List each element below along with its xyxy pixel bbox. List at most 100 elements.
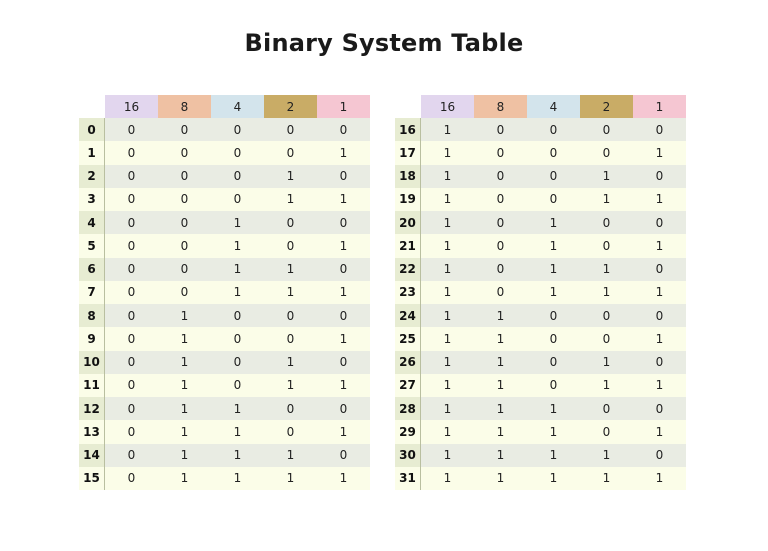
bit-cell: 1 [474,304,527,328]
bit-cell: 0 [317,118,370,142]
bit-cell: 1 [421,466,474,490]
row-label: 22 [395,257,421,281]
bit-cell: 1 [158,373,211,397]
bit-cell: 0 [317,443,370,467]
bit-cell: 0 [264,211,317,235]
bit-cell: 1 [633,280,686,304]
row-label: 14 [79,443,105,467]
bit-cell: 0 [264,141,317,165]
bit-cell: 1 [211,280,264,304]
bit-cell: 1 [211,234,264,258]
bit-cell: 1 [527,280,580,304]
bit-cell: 1 [633,420,686,444]
row-label: 9 [79,327,105,351]
bit-cell: 0 [527,350,580,374]
bit-cell: 1 [158,443,211,467]
row-label: 0 [79,118,105,142]
bit-cell: 1 [264,443,317,467]
page-title: Binary System Table [244,29,524,57]
row-label: 31 [395,466,421,490]
bit-cell: 1 [264,164,317,188]
bit-cell: 0 [105,466,158,490]
bit-cell: 0 [633,350,686,374]
bit-cell: 1 [211,466,264,490]
column-header: 8 [474,95,527,118]
row-label: 15 [79,466,105,490]
bit-cell: 1 [211,443,264,467]
bit-cell: 0 [633,211,686,235]
bit-cell: 1 [580,187,633,211]
bit-cell: 1 [421,234,474,258]
bit-cell: 0 [527,118,580,142]
bit-cell: 0 [158,234,211,258]
bit-cell: 0 [105,234,158,258]
bit-cell: 1 [317,141,370,165]
bit-cell: 1 [421,373,474,397]
bit-cell: 0 [158,280,211,304]
bit-cell: 1 [211,257,264,281]
bit-cell: 1 [474,397,527,421]
bit-cell: 1 [317,327,370,351]
bit-cell: 1 [421,257,474,281]
bit-cell: 1 [474,420,527,444]
bit-cell: 0 [474,280,527,304]
bit-cell: 0 [264,327,317,351]
table-corner [79,95,105,118]
bit-cell: 1 [580,443,633,467]
row-label: 23 [395,280,421,304]
bit-cell: 1 [580,164,633,188]
bit-cell: 0 [580,141,633,165]
bit-cell: 0 [158,187,211,211]
bit-cell: 1 [633,466,686,490]
bit-cell: 1 [317,234,370,258]
bit-cell: 1 [317,466,370,490]
bit-cell: 0 [264,118,317,142]
row-label: 1 [79,141,105,165]
bit-cell: 1 [264,257,317,281]
bit-cell: 1 [580,466,633,490]
row-label: 4 [79,211,105,235]
table-corner [395,95,421,118]
bit-cell: 0 [105,350,158,374]
bit-cell: 0 [633,304,686,328]
bit-cell: 0 [211,187,264,211]
bit-cell: 1 [474,443,527,467]
bit-cell: 0 [474,234,527,258]
binary-table-right: 16 8 4 2 1 16 1 0 0 0 0 17 1 0 0 0 1 18 1 0 0 1 0 19 1 0 0 1 1 20 1 0 1 0… [395,95,686,490]
bit-cell: 0 [317,397,370,421]
row-label: 30 [395,443,421,467]
bit-cell: 1 [158,420,211,444]
bit-cell: 1 [633,141,686,165]
row-label: 19 [395,187,421,211]
bit-cell: 0 [158,211,211,235]
bit-cell: 1 [421,350,474,374]
bit-cell: 0 [527,327,580,351]
bit-cell: 1 [474,373,527,397]
bit-cell: 0 [211,164,264,188]
row-label: 26 [395,350,421,374]
bit-cell: 1 [158,350,211,374]
bit-cell: 1 [421,280,474,304]
bit-cell: 1 [264,280,317,304]
bit-cell: 0 [105,304,158,328]
row-label: 5 [79,234,105,258]
bit-cell: 0 [105,443,158,467]
bit-cell: 0 [158,257,211,281]
bit-cell: 0 [474,211,527,235]
column-header: 16 [105,95,158,118]
row-label: 29 [395,420,421,444]
bit-cell: 1 [633,187,686,211]
bit-cell: 0 [105,257,158,281]
bit-cell: 0 [633,118,686,142]
row-label: 3 [79,187,105,211]
bit-cell: 1 [421,187,474,211]
bit-cell: 1 [421,327,474,351]
bit-cell: 1 [474,466,527,490]
bit-cell: 0 [158,118,211,142]
row-label: 17 [395,141,421,165]
bit-cell: 1 [527,234,580,258]
bit-cell: 0 [317,350,370,374]
bit-cell: 0 [105,373,158,397]
bit-cell: 0 [317,257,370,281]
row-label: 18 [395,164,421,188]
